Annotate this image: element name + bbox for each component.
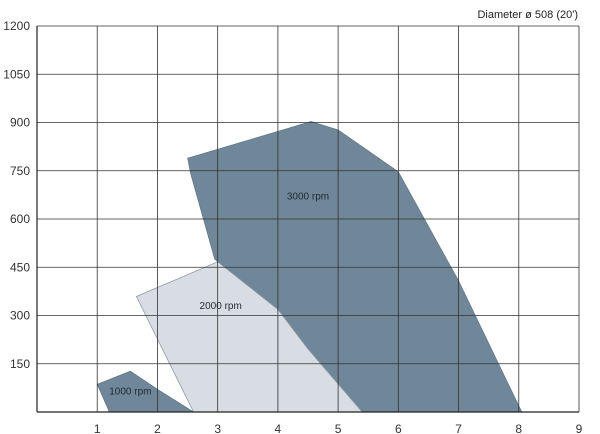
- grid-layer: [36, 25, 580, 413]
- x-tick-label: 4: [275, 422, 282, 434]
- x-tick-labels: 1 2 3 4 5 6 7 8 9: [94, 422, 583, 434]
- y-tick-labels: 150 300 450 600 750 900 1050 1200: [3, 19, 30, 371]
- x-tick-label: 1: [94, 422, 101, 434]
- y-tick-label: 150: [10, 357, 30, 371]
- x-tick-label: 2: [154, 422, 161, 434]
- x-tick-label: 3: [214, 422, 221, 434]
- region-1000-rpm: [96, 370, 195, 413]
- region-labels-layer: 3000 rpm 2000 rpm 1000 rpm: [109, 192, 329, 398]
- y-tick-label: 900: [10, 116, 30, 130]
- x-tick-label: 9: [576, 422, 583, 434]
- x-tick-label: 7: [455, 422, 462, 434]
- x-tick-label: 6: [395, 422, 402, 434]
- x-tick-label: 5: [335, 422, 342, 434]
- y-tick-label: 300: [10, 309, 30, 323]
- region-label: 2000 rpm: [200, 301, 242, 312]
- y-tick-label: 750: [10, 164, 30, 178]
- y-tick-label: 600: [10, 212, 30, 226]
- regions-layer: [96, 121, 523, 413]
- chart-title: Diameter ø 508 (20'): [477, 9, 578, 21]
- x-tick-label: 8: [515, 422, 522, 434]
- y-tick-label: 1050: [3, 67, 30, 81]
- y-tick-label: 1200: [3, 19, 30, 33]
- region-label: 3000 rpm: [287, 192, 329, 203]
- y-tick-label: 450: [10, 260, 30, 274]
- region-label: 1000 rpm: [109, 386, 151, 397]
